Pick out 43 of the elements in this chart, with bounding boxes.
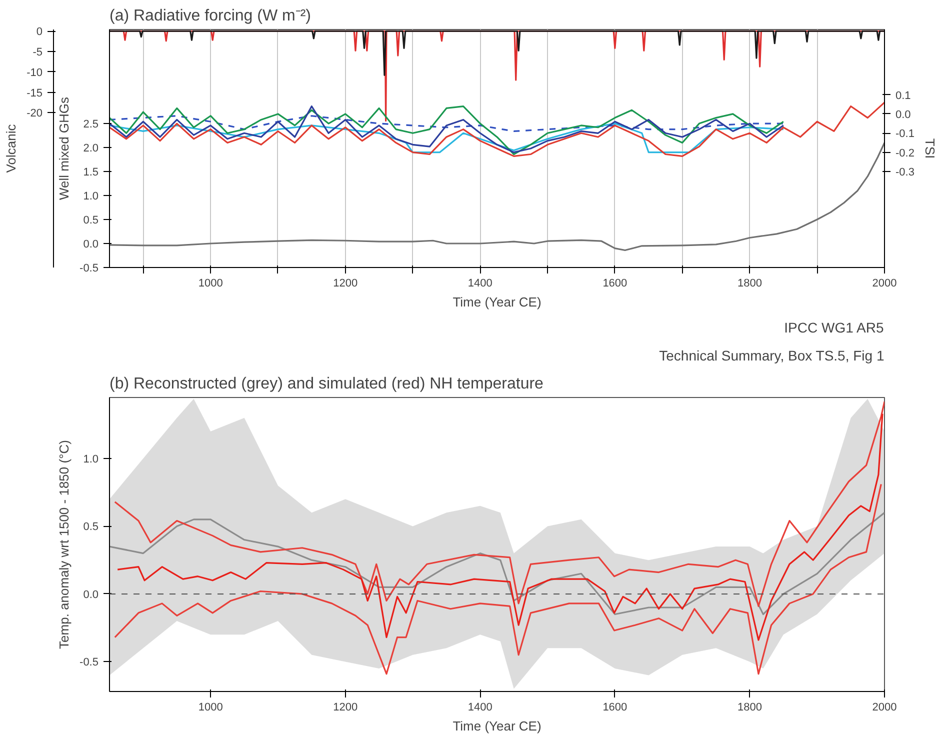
y2-tick-label: -0.2 bbox=[896, 147, 914, 160]
y-tick-label: 1.0 bbox=[83, 190, 99, 203]
x-tick-label: 1000 bbox=[198, 278, 223, 290]
y3-tick-label: -10 bbox=[26, 66, 43, 79]
y-tick-label: -0.5 bbox=[80, 656, 99, 669]
x-tick-label: 2000 bbox=[872, 702, 897, 714]
chart-title: (a) Radiative forcing (W m⁻²) bbox=[110, 8, 311, 24]
y-tick-label: -0.5 bbox=[80, 262, 99, 274]
x-axis-title: Time (Year CE) bbox=[452, 294, 542, 310]
y2-axis-title: TSI bbox=[922, 138, 938, 159]
y3-tick-label: 0 bbox=[36, 26, 43, 38]
x-tick-label: 1600 bbox=[602, 702, 628, 714]
x-tick-label: 2000 bbox=[872, 278, 897, 290]
y3-axis-title: Volcanic bbox=[4, 124, 19, 173]
x-tick-label: 1000 bbox=[198, 702, 223, 714]
y2-tick-label: -0.3 bbox=[896, 166, 914, 179]
x-axis-title: Time (Year CE) bbox=[452, 718, 542, 734]
y2-tick-label: 0.0 bbox=[896, 108, 911, 121]
chart-title: (b) Reconstructed (grey) and simulated (red) NH temperature bbox=[110, 376, 544, 392]
y-tick-label: 2.5 bbox=[83, 118, 99, 131]
y3-tick-label: -20 bbox=[26, 108, 43, 120]
y-tick-label: 0.0 bbox=[83, 238, 99, 251]
y-tick-label: 0.5 bbox=[83, 521, 99, 534]
y-tick-label: 1.5 bbox=[83, 166, 99, 179]
x-tick-label: 1200 bbox=[333, 702, 358, 714]
y-axis-title: Well mixed GHGs bbox=[56, 96, 72, 200]
y-tick-label: 1.0 bbox=[83, 453, 99, 466]
text: IPCC WG1 AR5 bbox=[784, 320, 884, 336]
y3-tick-label: -5 bbox=[32, 46, 42, 59]
y2-tick-label: 0.1 bbox=[896, 90, 911, 102]
y-tick-label: 0.5 bbox=[83, 214, 99, 227]
x-tick-label: 1600 bbox=[602, 278, 628, 290]
x-tick-label: 1800 bbox=[737, 278, 762, 290]
y2-tick-label: -0.1 bbox=[896, 128, 914, 140]
y-tick-label: 0.0 bbox=[83, 588, 99, 601]
y3-tick-label: -15 bbox=[26, 87, 43, 100]
x-tick-label: 1800 bbox=[737, 702, 762, 714]
y-tick-label: 2.0 bbox=[83, 142, 99, 155]
x-tick-label: 1400 bbox=[468, 278, 492, 290]
y-axis-title: Temp. anomaly wrt 1500 - 1850 (°C) bbox=[56, 440, 72, 649]
x-tick-label: 1200 bbox=[333, 278, 358, 290]
x-tick-label: 1400 bbox=[468, 702, 492, 714]
text: Technical Summary, Box TS.5, Fig 1 bbox=[659, 348, 884, 364]
